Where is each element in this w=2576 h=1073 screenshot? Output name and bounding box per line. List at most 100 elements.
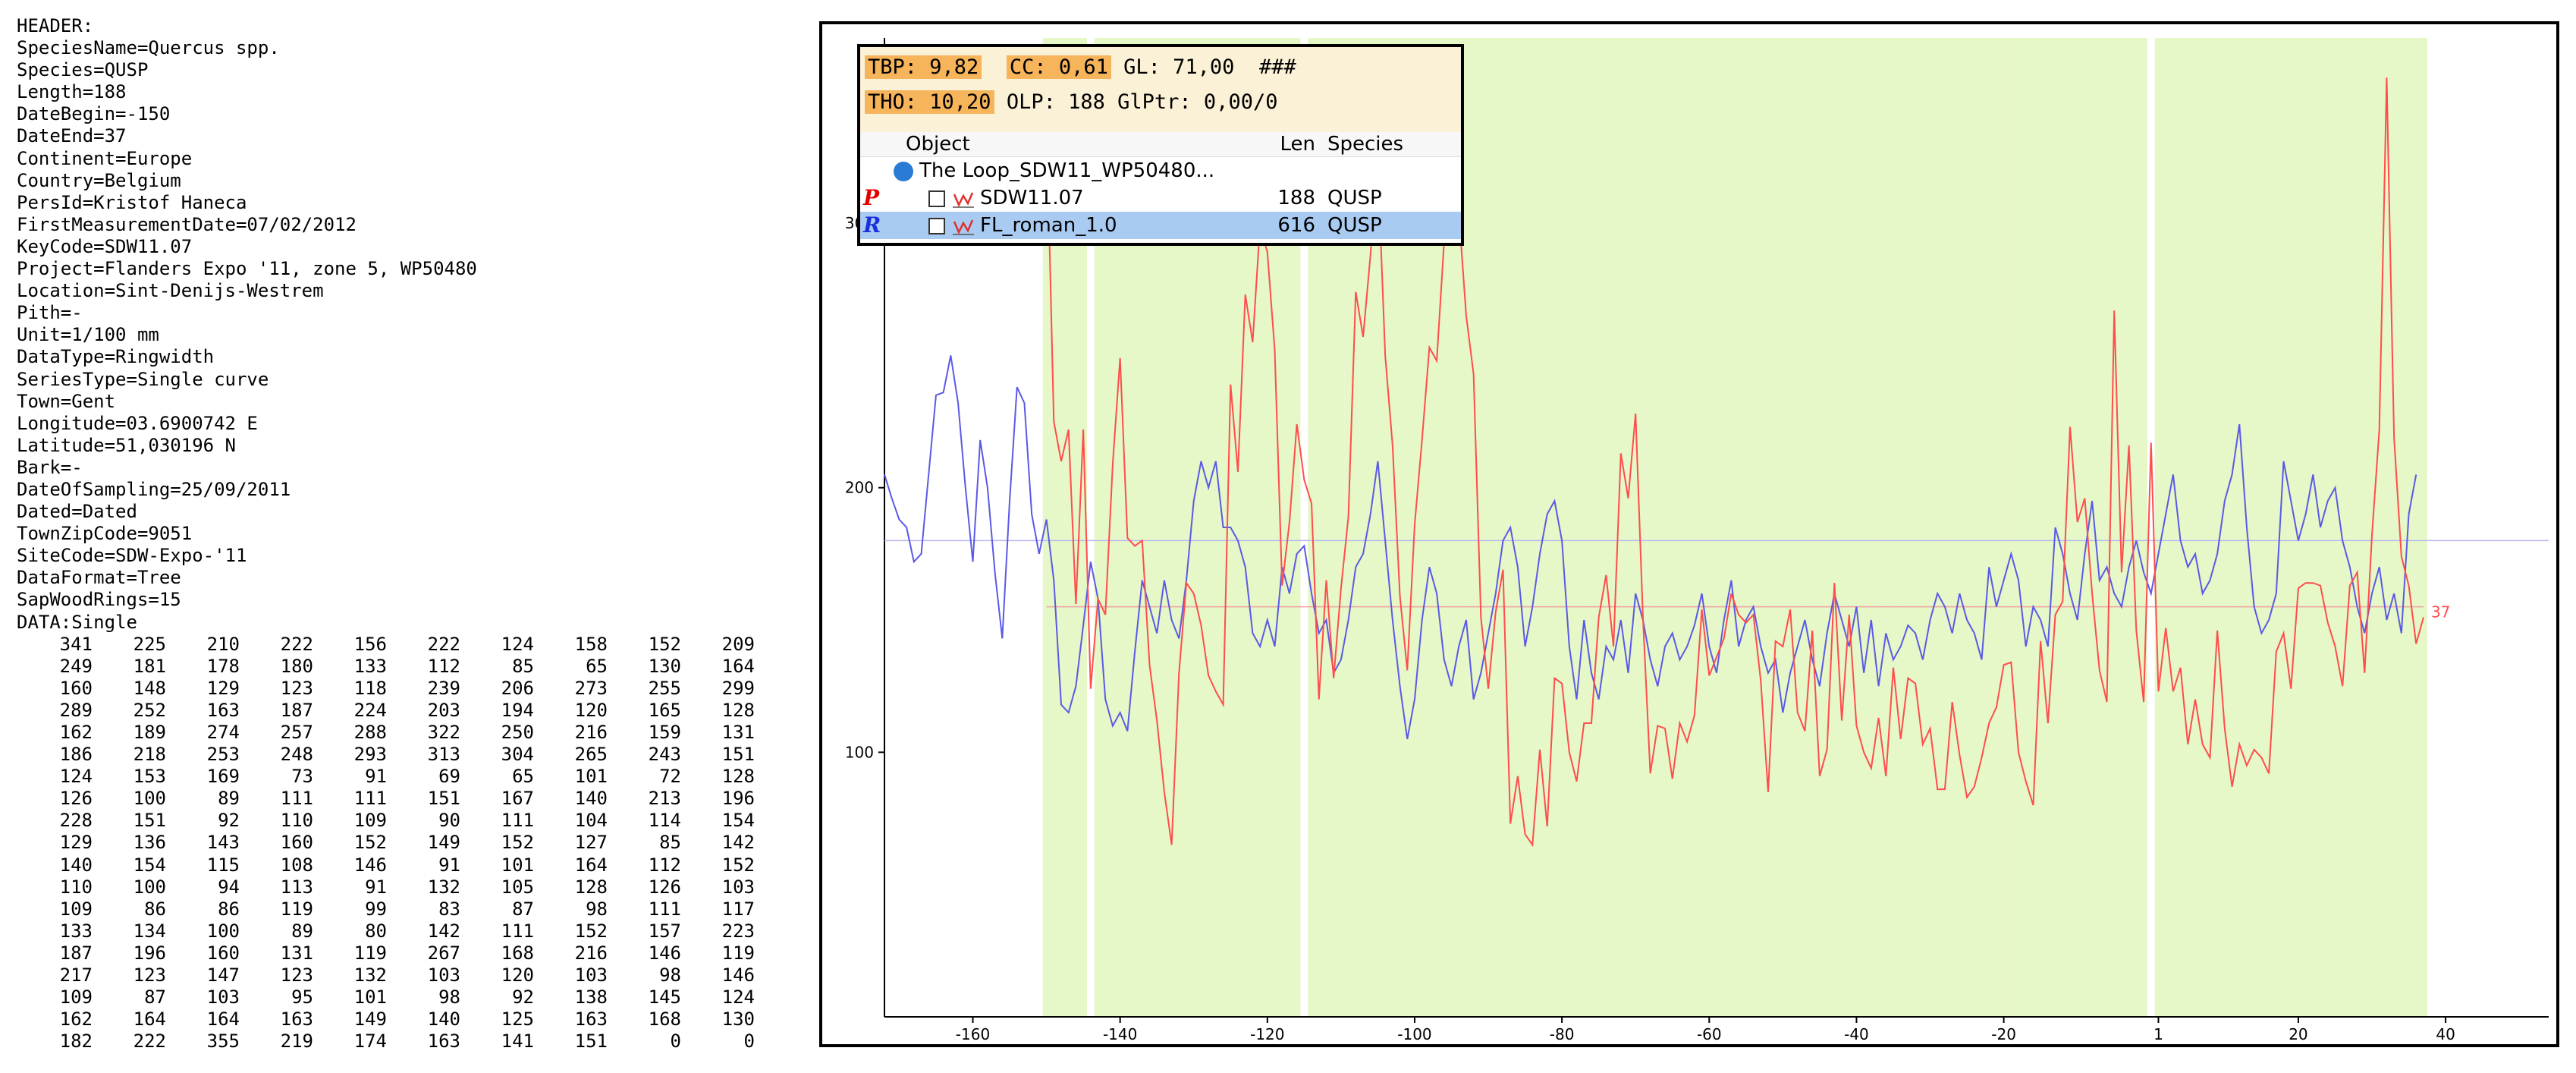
data-cell: 111	[353, 788, 387, 810]
data-cell: 143	[206, 832, 240, 854]
data-cell: 159	[648, 722, 681, 743]
data-cell: 120	[501, 964, 534, 986]
agreement-band	[1249, 38, 1264, 1017]
stats-line-1: TBP: 9,82 CC: 0,61 GL: 71,00 ###	[865, 50, 1456, 85]
x-tick-label: -100	[1397, 1025, 1431, 1043]
agreement-band	[1816, 38, 1831, 1017]
data-cell: 222	[280, 633, 313, 655]
data-row: 182 222 355 219 174 163 141 151 0 0	[17, 1031, 813, 1053]
data-cell: 163	[574, 1008, 608, 1031]
data-cell: 129	[206, 677, 240, 699]
glptr-value: GlPtr: 0,00/0	[1117, 90, 1278, 114]
data-row: 162 189 274 257 288 322 250 216 159 131	[17, 722, 813, 744]
agreement-band	[1749, 38, 1765, 1017]
data-cell: 162	[59, 1008, 93, 1031]
data-cell: 104	[574, 810, 608, 832]
data-cell: 113	[280, 876, 313, 898]
data-table: 341 225 210 222 156 222 124 158 152 209 249 181 178 1…	[17, 634, 813, 1053]
agreement-band	[1683, 38, 1698, 1017]
len-column-header[interactable]: Len	[1280, 133, 1315, 156]
data-row: 187 196 160 131 119 267 168 216 146 119	[17, 942, 813, 964]
visibility-checkbox[interactable]	[928, 217, 945, 234]
data-cell: 87	[512, 898, 534, 920]
data-cell: 152	[353, 832, 387, 854]
data-cell: 114	[648, 810, 681, 832]
data-cell: 222	[133, 1031, 166, 1053]
header-line: DATA:Single	[17, 611, 137, 633]
data-cell: 128	[721, 766, 755, 788]
data-cell: 125	[501, 1008, 534, 1031]
agreement-band	[2272, 38, 2295, 1017]
info-panel: TBP: 9,82 CC: 0,61 GL: 71,00 ### THO: 10…	[857, 44, 1464, 246]
data-cell: 223	[721, 920, 755, 942]
object-species: QUSP	[1327, 187, 1382, 209]
data-cell: 187	[59, 942, 93, 964]
agreement-band	[2118, 38, 2133, 1017]
data-cell: 90	[438, 810, 460, 832]
data-cell: 91	[365, 766, 387, 788]
header-line: KeyCode=SDW11.07	[17, 235, 193, 257]
data-cell: 248	[280, 744, 313, 766]
data-cell: 112	[427, 655, 460, 677]
data-cell: 101	[501, 854, 534, 876]
data-cell: 89	[218, 788, 240, 810]
agreement-band	[1484, 38, 1507, 1017]
agreement-band	[2037, 38, 2052, 1017]
agreement-band	[2015, 38, 2037, 1017]
object-row-loop[interactable]: The Loop_SDW11_WP50480...	[860, 157, 1461, 184]
data-cell: 65	[586, 655, 608, 677]
data-row: 162 164 164 163 149 140 125 163 168 130	[17, 1008, 813, 1031]
data-cell: 216	[574, 942, 608, 964]
data-cell: 92	[218, 810, 240, 832]
agreement-band	[1985, 38, 2000, 1017]
data-cell: 178	[206, 655, 240, 677]
x-tick-label: -120	[1250, 1025, 1284, 1043]
data-row: 140 154 115 108 146 91 101 164 112 152	[17, 854, 813, 876]
agreement-band	[1830, 38, 1846, 1017]
data-cell: 224	[353, 699, 387, 721]
visibility-checkbox[interactable]	[928, 190, 945, 207]
object-row-sample[interactable]: P SDW11.07 188 QUSP	[860, 184, 1461, 212]
header-line: Latitude=51,030196 N	[17, 434, 236, 456]
data-cell: 186	[59, 744, 93, 766]
data-cell: 128	[721, 699, 755, 721]
data-cell: 138	[574, 986, 608, 1008]
species-column-header[interactable]: Species	[1327, 133, 1404, 156]
data-cell: 152	[574, 920, 608, 942]
data-cell: 91	[438, 854, 460, 876]
data-cell: 86	[218, 898, 240, 920]
primary-marker: P	[863, 185, 880, 210]
object-column-header[interactable]: Object	[906, 133, 970, 156]
object-name: SDW11.07	[980, 187, 1084, 209]
agreement-band	[1506, 38, 1522, 1017]
sample-series-line	[1045, 77, 2424, 848]
object-row-reference[interactable]: R FL_roman_1.0 616 QUSP	[860, 212, 1461, 239]
object-len	[1262, 157, 1315, 184]
data-cell: 132	[427, 876, 460, 898]
tbp-value: TBP: 9,82	[865, 55, 982, 79]
data-cell: 265	[574, 744, 608, 766]
data-cell: 111	[501, 810, 534, 832]
data-cell: 196	[721, 788, 755, 810]
data-cell: 140	[59, 854, 93, 876]
agreement-band	[1970, 38, 1986, 1017]
header-line: Longitude=03.6900742 E	[17, 412, 258, 434]
agreement-band	[1565, 38, 1588, 1017]
data-cell: 101	[353, 986, 387, 1008]
header-section: HEADER: SpeciesName=Quercus spp. Species=Q…	[17, 15, 813, 634]
data-cell: 222	[427, 633, 460, 655]
data-cell: 163	[206, 699, 240, 721]
data-cell: 182	[59, 1031, 93, 1053]
data-cell: 89	[291, 920, 313, 942]
data-cell: 228	[59, 810, 93, 832]
data-cell: 94	[218, 876, 240, 898]
data-cell: 142	[721, 832, 755, 854]
data-cell: 249	[59, 655, 93, 677]
x-tick-label: -20	[1991, 1025, 2016, 1043]
data-cell: 103	[206, 986, 240, 1008]
data-cell: 293	[353, 744, 387, 766]
agreement-band	[2066, 38, 2081, 1017]
data-cell: 160	[206, 942, 240, 964]
agreement-band	[1646, 38, 1662, 1017]
data-cell: 118	[353, 677, 387, 699]
